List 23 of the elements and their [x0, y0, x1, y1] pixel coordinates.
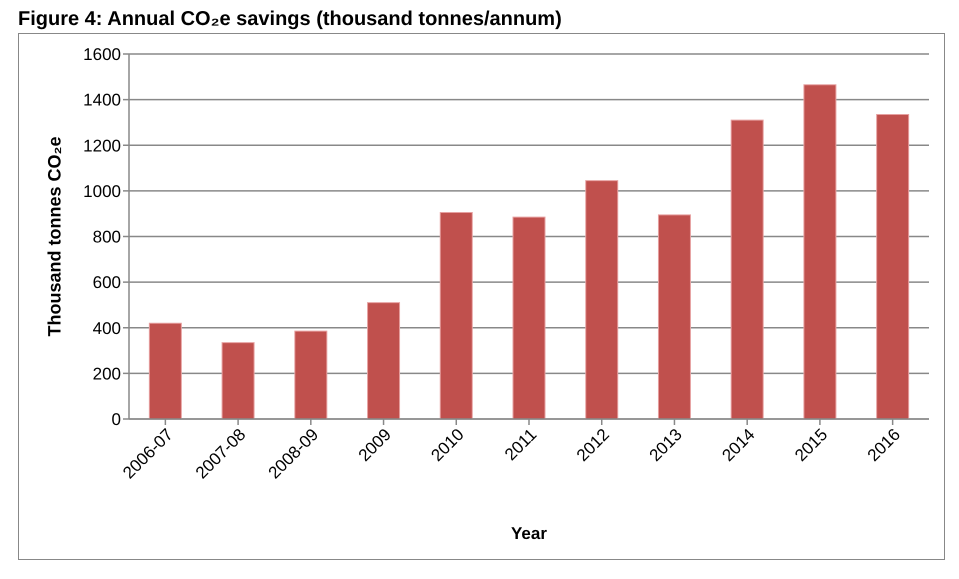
y-tick-label: 1200	[83, 136, 121, 156]
y-axis-title: Thousand tonnes CO₂e	[44, 136, 64, 336]
y-tick-label: 400	[92, 318, 121, 338]
y-tick-label: 1000	[83, 182, 121, 201]
bar	[730, 120, 764, 419]
y-tick-label: 1400	[83, 90, 121, 110]
y-tick-label: 600	[92, 273, 121, 292]
y-tick-label: 800	[92, 228, 121, 247]
bar	[440, 212, 473, 419]
bar	[222, 342, 255, 419]
bar	[294, 330, 328, 419]
bar	[876, 114, 910, 419]
chart-title: Figure 4: Annual CO₂e savings (thousand tonnes/annum)	[18, 8, 563, 31]
bar	[658, 214, 691, 419]
y-tick-label: 1600	[83, 45, 121, 64]
bar	[803, 84, 836, 419]
y-tick-label: 0	[112, 410, 121, 430]
bar	[148, 322, 182, 419]
bar	[585, 180, 618, 419]
y-tick-label: 200	[92, 364, 121, 384]
bar	[512, 216, 546, 419]
x-axis-title: Year	[511, 524, 548, 543]
bar	[367, 302, 400, 419]
